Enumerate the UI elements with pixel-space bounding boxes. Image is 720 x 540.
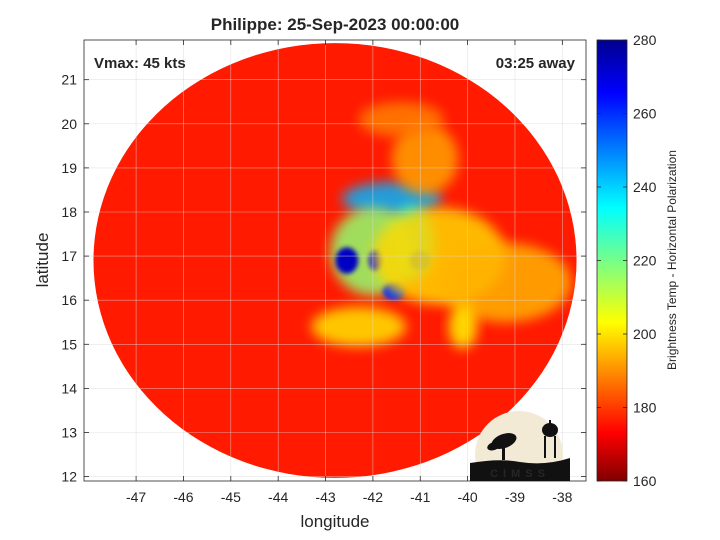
x-tick-label: -46 xyxy=(173,489,193,505)
y-tick-label: 17 xyxy=(61,248,77,264)
colorbar-tick-label: 220 xyxy=(633,253,657,269)
colorbar-tick-label: 240 xyxy=(633,179,657,195)
y-tick-label: 19 xyxy=(61,160,77,176)
cimss-logo: CIMSS xyxy=(470,411,570,481)
y-tick-label: 18 xyxy=(61,204,77,220)
x-tick-label: -39 xyxy=(505,489,525,505)
convective-feature-8 xyxy=(439,242,572,323)
y-tick-labels: 12 13 14 15 16 17 18 19 20 21 xyxy=(61,72,77,485)
convective-feature-11 xyxy=(448,304,478,349)
y-tick-label: 20 xyxy=(61,116,77,132)
axes-frame xyxy=(83,39,587,482)
colorbar-tick-label: 160 xyxy=(633,473,657,489)
x-tick-label: -38 xyxy=(552,489,572,505)
y-tick-label: 15 xyxy=(61,336,77,352)
y-tick-label: 13 xyxy=(61,424,77,440)
convective-feature-10 xyxy=(311,306,407,347)
axis-ticks xyxy=(84,40,586,481)
convective-feature-12 xyxy=(358,101,444,138)
convective-feature-9 xyxy=(391,123,459,195)
logo-text: CIMSS xyxy=(490,468,550,480)
colorbar-tick-label: 260 xyxy=(633,106,657,122)
y-tick-label: 16 xyxy=(61,292,77,308)
time-offset-annotation: 03:25 away xyxy=(496,55,576,72)
colorbar-tick-label: 200 xyxy=(633,326,657,342)
x-tick-label: -43 xyxy=(315,489,335,505)
colorbar-tick-label: 280 xyxy=(633,32,657,48)
x-axis-label: longitude xyxy=(300,512,369,531)
x-tick-label: -42 xyxy=(363,489,383,505)
x-tick-labels: -47 -46 -45 -44 -43 -42 -41 -40 -39 -38 xyxy=(126,489,573,505)
colorbar-label: Brightness Temp - Horizontal Polarizatio… xyxy=(665,150,679,370)
x-tick-label: -41 xyxy=(410,489,430,505)
x-tick-label: -45 xyxy=(221,489,241,505)
colorbar xyxy=(596,39,628,482)
swath-layer xyxy=(93,43,577,478)
y-axis-label: latitude xyxy=(33,233,52,288)
y-tick-label: 12 xyxy=(61,469,77,485)
y-tick-label: 21 xyxy=(61,72,77,88)
x-tick-label: -40 xyxy=(457,489,477,505)
x-tick-label: -47 xyxy=(126,489,146,505)
water-tower-icon xyxy=(542,420,558,458)
satellite-dish-icon xyxy=(487,433,517,460)
chart-title: Philippe: 25-Sep-2023 00:00:00 xyxy=(211,15,460,34)
y-tick-label: 14 xyxy=(61,380,77,396)
grid-lines xyxy=(84,40,586,481)
colorbar-tick-label: 180 xyxy=(633,400,657,416)
colorbar-ticks: 160 180 200 220 240 260 280 xyxy=(597,32,657,489)
convective-feature-3 xyxy=(335,247,359,274)
logo-ground xyxy=(470,458,570,481)
x-tick-label: -44 xyxy=(268,489,288,505)
vmax-annotation: Vmax: 45 kts xyxy=(94,55,186,72)
